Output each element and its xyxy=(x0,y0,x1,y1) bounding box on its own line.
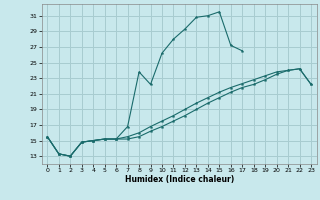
X-axis label: Humidex (Indice chaleur): Humidex (Indice chaleur) xyxy=(124,175,234,184)
